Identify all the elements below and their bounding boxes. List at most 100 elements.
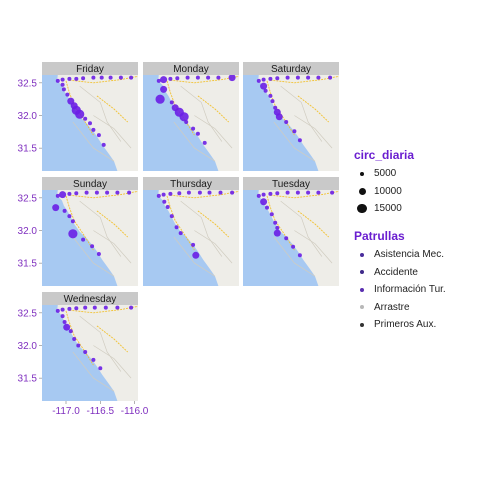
color-legend-entry: Accidente bbox=[354, 264, 446, 282]
data-point bbox=[284, 236, 289, 241]
facet-label: Monday bbox=[173, 64, 209, 75]
data-point bbox=[99, 75, 104, 80]
ocean-area bbox=[42, 75, 118, 171]
facet-friday: Friday bbox=[42, 62, 138, 171]
data-point bbox=[61, 87, 66, 92]
facet-label: Thursday bbox=[170, 179, 212, 190]
facet-strip bbox=[42, 292, 138, 305]
facet-monday: Monday bbox=[143, 62, 239, 171]
data-point bbox=[216, 75, 221, 80]
color-dot-icon bbox=[360, 287, 364, 292]
color-legend-label: Información Tur. bbox=[374, 284, 446, 296]
data-point bbox=[94, 190, 99, 195]
map-background bbox=[143, 190, 239, 286]
data-point bbox=[270, 99, 275, 104]
ocean-area bbox=[42, 190, 118, 286]
facet-sunday: Sunday bbox=[42, 177, 138, 286]
minor-road bbox=[180, 200, 223, 257]
data-point bbox=[306, 75, 311, 80]
y-tick-label: 31.5 bbox=[18, 374, 38, 385]
data-point bbox=[74, 306, 79, 311]
minor-road bbox=[294, 230, 333, 264]
ocean-area bbox=[42, 305, 118, 401]
minor-road bbox=[72, 351, 115, 392]
data-point bbox=[260, 82, 268, 90]
data-point bbox=[207, 190, 212, 195]
data-point bbox=[202, 140, 207, 145]
data-point bbox=[285, 190, 290, 195]
data-point bbox=[275, 191, 280, 196]
data-point bbox=[284, 120, 289, 124]
data-point bbox=[192, 251, 200, 259]
y-tick-label: 32.0 bbox=[18, 341, 38, 352]
data-point bbox=[81, 76, 86, 81]
minor-road bbox=[280, 85, 323, 142]
major-road bbox=[96, 95, 129, 123]
data-point bbox=[273, 105, 278, 110]
minor-road bbox=[72, 121, 115, 162]
data-point bbox=[218, 190, 223, 195]
facet-wednesday: Wednesday bbox=[42, 292, 138, 401]
data-point bbox=[90, 244, 95, 249]
major-road bbox=[297, 95, 330, 123]
major-road bbox=[197, 95, 230, 123]
data-point bbox=[155, 94, 165, 104]
color-dot-icon bbox=[360, 252, 364, 257]
y-tick-label: 32.5 bbox=[18, 193, 38, 204]
y-tick-label: 32.5 bbox=[18, 78, 38, 89]
y-tick-label: 31.5 bbox=[18, 144, 38, 155]
facet-label: Sunday bbox=[73, 179, 107, 190]
data-point bbox=[156, 193, 161, 198]
size-legend: circ_diaria 5000 10000 15000 bbox=[354, 148, 414, 218]
data-point bbox=[60, 77, 65, 82]
minor-road bbox=[79, 200, 122, 257]
color-legend: Patrullas Asistencia Mec. Accidente Inform… bbox=[354, 229, 446, 334]
minor-road bbox=[180, 85, 223, 142]
data-point bbox=[81, 237, 86, 242]
data-point bbox=[168, 191, 173, 196]
data-point bbox=[269, 212, 274, 217]
map-background bbox=[243, 75, 339, 171]
data-point bbox=[160, 76, 168, 84]
data-point bbox=[275, 113, 283, 121]
data-point bbox=[174, 225, 179, 230]
color-legend-label: Asistencia Mec. bbox=[374, 249, 445, 261]
data-point bbox=[68, 229, 78, 239]
data-point bbox=[191, 126, 196, 131]
data-point bbox=[297, 138, 302, 143]
data-point bbox=[129, 305, 134, 310]
data-point bbox=[70, 219, 75, 224]
major-road bbox=[266, 80, 295, 136]
data-point bbox=[186, 190, 191, 195]
color-legend-title: Patrullas bbox=[354, 229, 405, 243]
facet-strip bbox=[42, 62, 138, 75]
color-legend-label: Primeros Aux. bbox=[374, 319, 437, 331]
data-point bbox=[273, 220, 278, 225]
minor-road bbox=[79, 85, 122, 142]
data-point bbox=[268, 191, 273, 196]
data-point bbox=[68, 329, 73, 334]
data-point bbox=[101, 142, 106, 147]
facet-label: Tuesday bbox=[272, 179, 310, 190]
data-point bbox=[76, 343, 81, 348]
map-background bbox=[143, 75, 239, 171]
data-point bbox=[91, 357, 96, 362]
data-point bbox=[108, 75, 113, 80]
data-point bbox=[83, 116, 88, 121]
facet-saturday: Saturday bbox=[243, 62, 339, 171]
data-point bbox=[328, 75, 333, 80]
color-legend-key bbox=[354, 300, 370, 314]
data-point bbox=[185, 75, 190, 80]
data-point bbox=[88, 121, 92, 126]
major-road bbox=[297, 210, 330, 238]
data-point bbox=[62, 320, 67, 324]
minor-road bbox=[194, 115, 233, 149]
minor-road bbox=[273, 121, 316, 162]
data-point bbox=[60, 82, 65, 87]
minor-road bbox=[79, 315, 122, 372]
data-point bbox=[161, 192, 166, 197]
data-point bbox=[179, 112, 189, 122]
facet-thursday: Thursday bbox=[143, 177, 239, 286]
color-legend-entry: Primeros Aux. bbox=[354, 316, 446, 334]
data-point bbox=[273, 229, 281, 237]
